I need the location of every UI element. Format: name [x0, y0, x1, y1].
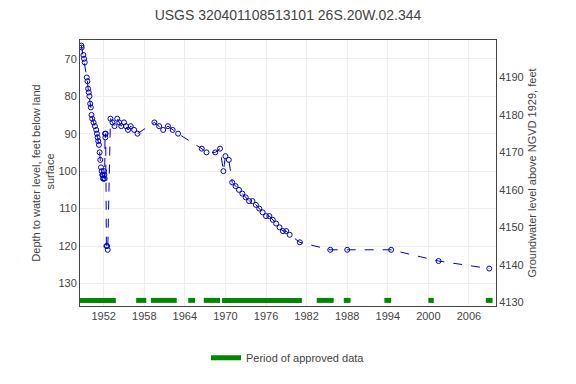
svg-text:80: 80	[65, 90, 77, 102]
svg-text:Depth to water level, feet bel: Depth to water level, feet below land su…	[30, 84, 56, 261]
svg-text:90: 90	[65, 128, 77, 140]
svg-text:4160: 4160	[499, 184, 523, 196]
svg-text:4190: 4190	[499, 71, 523, 83]
svg-text:4140: 4140	[499, 259, 523, 271]
svg-text:130: 130	[58, 277, 76, 289]
svg-text:1976: 1976	[254, 310, 278, 322]
svg-text:4170: 4170	[499, 146, 523, 158]
svg-text:4150: 4150	[499, 221, 523, 233]
svg-text:4180: 4180	[499, 109, 523, 121]
svg-text:2000: 2000	[416, 310, 440, 322]
svg-text:Period of approved data: Period of approved data	[246, 352, 364, 364]
svg-text:120: 120	[58, 240, 76, 252]
svg-text:2006: 2006	[457, 310, 481, 322]
svg-text:1958: 1958	[132, 310, 156, 322]
svg-text:1982: 1982	[294, 310, 318, 322]
svg-text:100: 100	[58, 165, 76, 177]
svg-text:4130: 4130	[499, 296, 523, 308]
svg-text:Groundwater level above NGVD 1: Groundwater level above NGVD 1929, feet	[526, 68, 538, 277]
svg-text:USGS 320401108513101 26S.20W.0: USGS 320401108513101 26S.20W.02.344	[155, 7, 422, 23]
svg-text:70: 70	[65, 53, 77, 65]
svg-text:110: 110	[59, 202, 77, 214]
svg-text:1970: 1970	[213, 310, 237, 322]
svg-text:1988: 1988	[335, 310, 359, 322]
svg-text:1994: 1994	[376, 310, 400, 322]
svg-text:1964: 1964	[173, 310, 197, 322]
svg-text:1952: 1952	[91, 310, 115, 322]
